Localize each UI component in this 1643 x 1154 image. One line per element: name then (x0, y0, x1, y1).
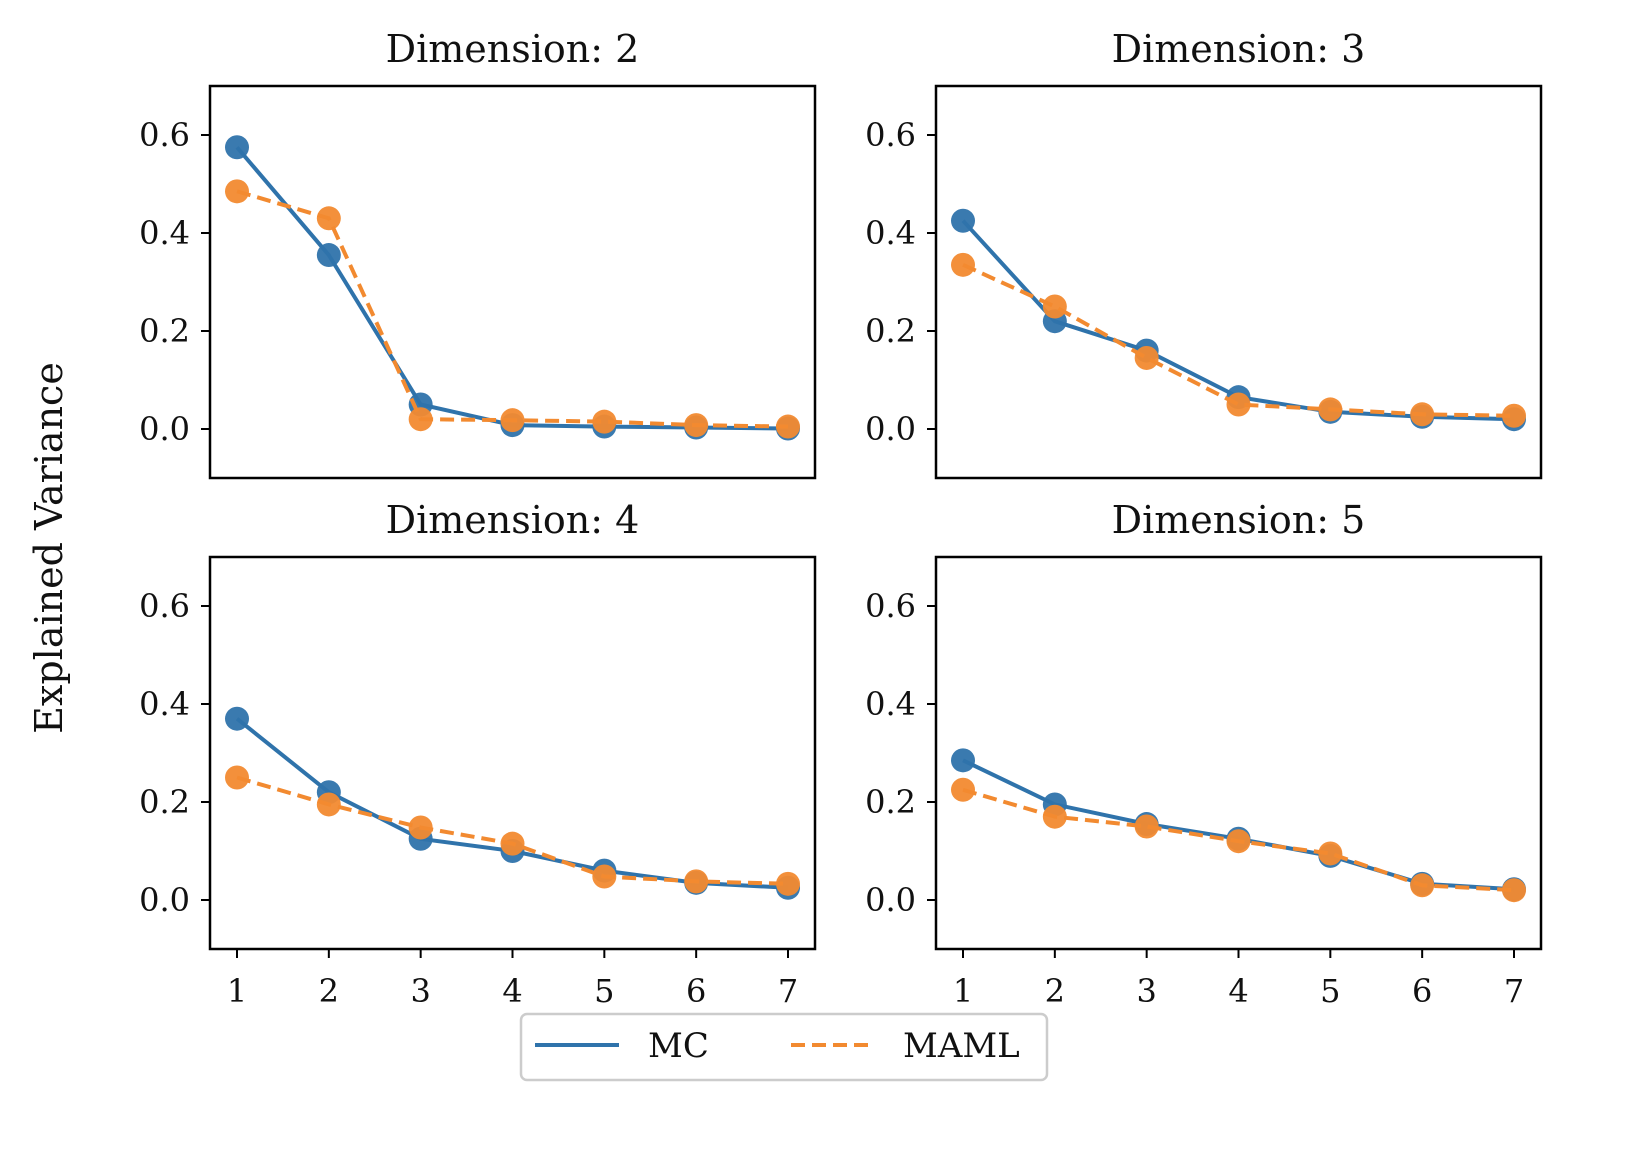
data-point-maml (1410, 873, 1435, 898)
data-point-maml (1042, 294, 1067, 319)
y-tick-label: 0.4 (139, 214, 190, 252)
y-tick-label: 0.2 (139, 312, 190, 350)
subplot-title: Dimension: 2 (386, 27, 640, 71)
legend: MC MAML (519, 1012, 1049, 1082)
x-tick-label: 5 (594, 972, 614, 1010)
data-point-maml (1134, 345, 1159, 370)
data-point-maml (684, 413, 709, 438)
x-tick-label: 2 (1045, 972, 1065, 1010)
data-point-maml (776, 414, 800, 439)
y-tick-label: 0.2 (139, 783, 190, 821)
legend-frame (519, 1012, 1049, 1082)
data-point-mc (951, 208, 975, 233)
y-tick-label: 0.4 (139, 685, 190, 723)
y-tick-label: 0.6 (865, 587, 916, 625)
data-point-mc (951, 748, 975, 773)
data-point-maml (1226, 392, 1251, 417)
data-point-maml (408, 407, 433, 432)
series-line-mc (235, 146, 789, 431)
subplot-dimension-4: Dimension: 4 0.0 0.2 0.4 0.6 1 2 3 4 5 6 7 (139, 498, 817, 1010)
y-tick-label: 0.2 (865, 312, 916, 350)
data-point-mc (225, 706, 249, 731)
y-tick-label: 0.4 (865, 214, 916, 252)
y-tick-label: 0.2 (865, 783, 916, 821)
data-point-maml (1410, 402, 1435, 427)
subplot-dimension-3: Dimension: 3 0.0 0.2 0.4 0.6 (865, 27, 1543, 480)
y-tick-label: 0.6 (139, 116, 190, 154)
y-tick-label: 0.4 (865, 685, 916, 723)
series-line-maml (236, 189, 789, 429)
data-point-maml (500, 408, 525, 433)
data-point-maml (684, 869, 709, 894)
x-tick-label: 3 (1136, 972, 1156, 1010)
subplot-title: Dimension: 5 (1112, 498, 1366, 542)
x-tick-label: 7 (1504, 972, 1524, 1010)
data-point-maml (225, 765, 249, 790)
data-point-maml (776, 871, 800, 896)
data-point-maml (1318, 841, 1343, 866)
plot-area-frame (208, 555, 817, 951)
x-tick-label: 7 (778, 972, 798, 1010)
subplot-title: Dimension: 3 (1112, 27, 1366, 71)
data-point-maml (592, 409, 617, 434)
x-tick-label: 3 (410, 972, 430, 1010)
subplots-grid: Dimension: 2 0.0 0.2 0.4 0.6 Dimension: 3 0.0 0… (139, 27, 1543, 1010)
y-tick-label: 0.0 (865, 881, 916, 919)
data-point-maml (500, 831, 525, 856)
data-point-maml (316, 792, 341, 817)
y-tick-label: 0.0 (139, 881, 190, 919)
data-point-maml (1226, 829, 1251, 854)
plot-area-frame (208, 84, 817, 480)
data-point-maml (1134, 814, 1159, 839)
legend-label-maml: MAML (903, 1026, 1020, 1066)
x-tick-label: 1 (227, 972, 247, 1010)
x-tick-label: 6 (686, 972, 706, 1010)
x-tick-label: 4 (1228, 972, 1248, 1010)
x-tick-label: 5 (1320, 972, 1340, 1010)
x-tick-label: 6 (1412, 972, 1432, 1010)
data-point-maml (1318, 397, 1343, 422)
x-tick-label: 4 (502, 972, 522, 1010)
figure-y-axis-label: Explained Variance (27, 362, 71, 734)
y-tick-label: 0.6 (139, 587, 190, 625)
data-point-maml (951, 777, 975, 802)
data-point-maml (225, 179, 249, 204)
y-tick-label: 0.0 (139, 410, 190, 448)
data-point-maml (1502, 403, 1526, 428)
y-tick-label: 0.6 (865, 116, 916, 154)
data-point-maml (592, 864, 617, 889)
subplot-dimension-5: Dimension: 5 0.0 0.2 0.4 0.6 1 2 3 4 5 6 7 (865, 498, 1543, 1010)
legend-label-mc: MC (648, 1026, 709, 1066)
data-point-maml (408, 815, 433, 840)
data-point-maml (951, 252, 975, 277)
x-tick-label: 1 (953, 972, 973, 1010)
series-line-mc (962, 758, 1515, 892)
data-point-mc (225, 135, 249, 160)
plot-area-frame (934, 84, 1543, 480)
data-point-maml (316, 206, 341, 231)
data-point-maml (1042, 804, 1067, 829)
data-point-maml (1502, 878, 1526, 903)
y-tick-label: 0.0 (865, 410, 916, 448)
subplot-title: Dimension: 4 (386, 498, 640, 542)
subplot-dimension-2: Dimension: 2 0.0 0.2 0.4 0.6 (139, 27, 817, 480)
plot-area-frame (934, 555, 1543, 951)
x-tick-label: 2 (319, 972, 339, 1010)
data-point-mc (316, 243, 341, 268)
